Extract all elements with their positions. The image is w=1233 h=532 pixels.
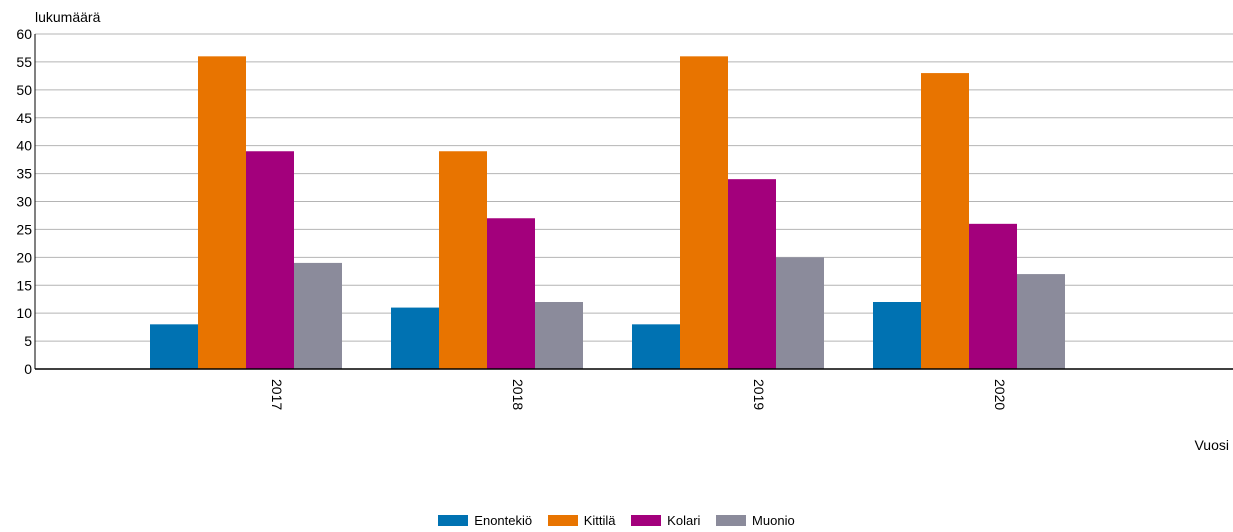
y-tick-label: 60: [16, 26, 32, 42]
y-tick-label: 15: [16, 277, 32, 293]
x-tick-label: 2019: [751, 379, 767, 410]
bar-enonteki-2018: [391, 307, 439, 369]
bar-enonteki-2020: [873, 302, 921, 369]
legend-item-kolari: Kolari: [631, 513, 700, 528]
legend-item-kittila: Kittilä: [547, 513, 616, 528]
y-tick-label: 0: [24, 361, 32, 377]
x-tick-label: 2018: [510, 379, 526, 410]
legend-label-kolari: Kolari: [667, 513, 701, 528]
bar-enonteki-2019: [632, 324, 680, 369]
bar-kittil-2017: [198, 56, 246, 369]
legend: Enontekiö Kittilä Kolari Muonio: [0, 513, 1233, 528]
bar-kittil-2019: [680, 56, 728, 369]
bar-kolari-2017: [246, 151, 294, 369]
y-tick-label: 5: [24, 333, 32, 349]
bar-muonio-2019: [776, 257, 824, 369]
x-tick-label: 2020: [992, 379, 1008, 410]
x-axis-label: Vuosi: [1194, 437, 1229, 453]
legend-label-enontekio: Enontekiö: [474, 513, 533, 528]
y-tick-label: 50: [16, 82, 32, 98]
legend-item-enontekio: Enontekiö: [438, 513, 532, 528]
bar-kolari-2019: [728, 179, 776, 369]
bar-muonio-2020: [1017, 274, 1065, 369]
legend-label-kittila: Kittilä: [583, 513, 616, 528]
bar-kolari-2018: [487, 218, 535, 369]
legend-swatch-kittila: [547, 515, 578, 526]
y-tick-label: 35: [16, 166, 32, 182]
bar-muonio-2017: [294, 262, 342, 369]
bar-kittil-2018: [439, 151, 487, 369]
legend-swatch-muonio: [716, 515, 747, 526]
y-tick-label: 45: [16, 110, 32, 126]
y-tick-label: 30: [16, 194, 32, 210]
bar-kittil-2020: [921, 73, 969, 369]
bar-enonteki-2017: [150, 324, 198, 369]
y-tick-label: 25: [16, 221, 32, 237]
legend-label-muonio: Muonio: [752, 513, 795, 528]
legend-item-muonio: Muonio: [716, 513, 795, 528]
y-tick-label: 40: [16, 138, 32, 154]
x-tick-label: 2017: [269, 379, 285, 410]
legend-swatch-enontekio: [438, 515, 469, 526]
y-tick-label: 10: [16, 305, 32, 321]
legend-swatch-kolari: [631, 515, 662, 526]
bar-muonio-2018: [535, 302, 583, 369]
y-axis-label: lukumäärä: [35, 9, 101, 25]
bar-kolari-2020: [969, 223, 1017, 369]
y-tick-label: 20: [16, 249, 32, 265]
y-tick-label: 55: [16, 54, 32, 70]
